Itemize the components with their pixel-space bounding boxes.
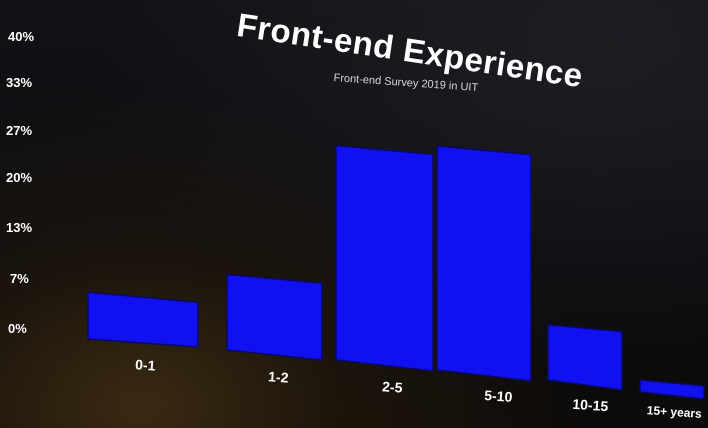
x-tick-label: 2-5 xyxy=(382,378,404,395)
x-tick-label: 10-15 xyxy=(572,396,609,414)
x-tick-label: 15+ years xyxy=(646,403,702,421)
y-tick-label: 40% xyxy=(8,29,34,44)
x-axis-labels: 0-1 1-2 2-5 5-10 10-15 15+ years xyxy=(135,356,703,421)
y-axis-ticks: 0% 7% 13% 20% 27% 33% 40% xyxy=(6,29,34,336)
bar-2-5 xyxy=(335,144,434,372)
bar-15-years xyxy=(639,379,705,400)
y-tick-label: 33% xyxy=(6,75,32,90)
y-tick-label: 13% xyxy=(6,220,32,235)
bar-1-2 xyxy=(226,273,323,361)
x-tick-label: 1-2 xyxy=(268,368,290,385)
y-tick-label: 0% xyxy=(8,321,27,336)
bar-5-10 xyxy=(436,145,532,382)
y-tick-label: 27% xyxy=(6,123,32,138)
x-tick-label: 5-10 xyxy=(484,387,513,405)
bar-10-15 xyxy=(547,323,623,391)
y-tick-label: 20% xyxy=(6,170,32,185)
x-tick-label: 0-1 xyxy=(135,356,157,373)
y-tick-label: 7% xyxy=(10,271,29,286)
bars xyxy=(87,144,705,400)
bar-0-1 xyxy=(87,291,199,348)
